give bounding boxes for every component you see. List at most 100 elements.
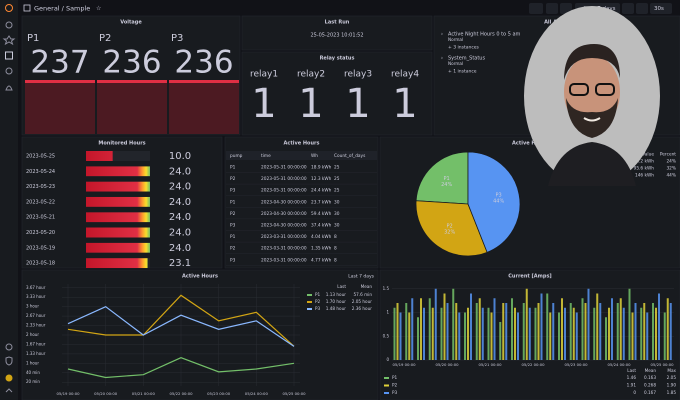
y-tick-label: 1.33 hour (26, 351, 46, 356)
starred-icon[interactable] (2, 35, 16, 46)
gauge-bar (86, 227, 150, 238)
bar (587, 288, 590, 360)
star-button[interactable]: ☆ (96, 5, 101, 12)
legend-name: P3 (392, 390, 398, 395)
gauge-bar (86, 196, 150, 207)
legend-header: Value (642, 152, 654, 158)
legend-swatch (384, 384, 389, 387)
table-header-cell: time (261, 153, 271, 159)
line (67, 357, 295, 379)
x-tick-label: 05/19 00:00 (56, 391, 80, 396)
alerting-icon[interactable] (5, 85, 13, 91)
refresh-interval-text[interactable]: 30s (654, 6, 664, 12)
help-icon[interactable] (5, 388, 13, 393)
table-cell: 37.4 kWh (311, 223, 332, 229)
table-header-cell: Count_of_days (334, 153, 366, 159)
table-cell: 30 (334, 199, 340, 205)
stat-value: 236 (174, 45, 233, 81)
grid-icon (23, 4, 31, 12)
stat-value: 236 (102, 45, 161, 81)
gauge-value: 24.0 (169, 197, 191, 208)
x-tick-label: 05/24 00:00 (607, 362, 631, 367)
table-cell: 2023-03-31 00:00:00 (261, 257, 307, 263)
breadcrumb[interactable]: General / Sample (34, 5, 90, 13)
y-tick-label: 0 (386, 357, 389, 362)
legend-percent: 32% (666, 166, 676, 172)
bar (434, 288, 437, 360)
save-button[interactable] (546, 3, 558, 14)
bar (537, 303, 540, 360)
bar (490, 312, 493, 360)
x-tick-label: 05/25 00:00 (650, 362, 674, 367)
x-tick-label: 05/20 00:00 (94, 391, 118, 396)
legend-mean: 0.163 (644, 375, 656, 380)
refresh-button[interactable] (636, 3, 648, 14)
x-tick-label: 05/22 00:00 (521, 362, 545, 367)
bar (581, 298, 584, 360)
y-tick-label: 1 hour (26, 360, 39, 365)
gauge-label: 2023-05-24 (26, 169, 55, 175)
gauge-value: 24.0 (169, 228, 191, 239)
bar (619, 298, 622, 360)
bar (481, 307, 484, 360)
bar (514, 307, 516, 360)
gauge-bar (86, 258, 148, 269)
bar (405, 303, 408, 360)
bar (634, 303, 637, 360)
x-tick-label: 05/21 00:00 (478, 362, 502, 367)
table-cell: 1.35 kWh (311, 246, 332, 252)
gauge-bar (86, 151, 113, 161)
bar (640, 307, 643, 360)
admin-icon[interactable] (5, 356, 13, 366)
table-cell: 2023-04-30 00:00:00 (261, 223, 307, 229)
stat-label: P2 (99, 33, 111, 44)
bar (558, 312, 560, 360)
legend-last: 0 (633, 390, 636, 395)
gauge-bar (86, 166, 150, 177)
table-cell: 23.7 kWh (311, 199, 332, 205)
settings-button[interactable] (560, 3, 572, 14)
y-tick-label: 40 min (26, 370, 40, 375)
pie-slice (415, 151, 469, 205)
panel-title: Voltage (120, 20, 142, 26)
table-cell: 2023-04-30 00:00:00 (261, 211, 307, 217)
sidebar-icons (2, 4, 16, 393)
settings-icon[interactable] (5, 343, 13, 351)
bar (470, 293, 472, 360)
bar (593, 307, 596, 360)
legend-swatch (384, 392, 389, 394)
logo[interactable] (5, 4, 13, 12)
panel-title: Monitored Hours (98, 141, 145, 147)
bar (428, 298, 431, 360)
sparkline-band (169, 80, 239, 83)
alert-instances[interactable]: + 3 instances (448, 45, 480, 51)
bar (458, 312, 461, 360)
refresh-interval[interactable] (650, 3, 672, 14)
sparkline-band (97, 80, 167, 83)
bar (572, 307, 575, 360)
gauge-value: 24.0 (169, 243, 191, 254)
dashboards-icon[interactable] (5, 51, 13, 60)
pie-label: P1 (444, 176, 450, 182)
add-panel-button[interactable] (529, 3, 543, 14)
table-header (226, 151, 377, 160)
alert-instances[interactable]: + 1 instance (448, 69, 477, 75)
profile-icon[interactable] (5, 374, 13, 382)
zoom-out-button[interactable] (622, 3, 634, 14)
legend-last: 1.13 hour (326, 292, 347, 297)
x-tick-label: 05/24 00:00 (245, 391, 269, 396)
x-tick-label: 05/19 00:00 (392, 362, 416, 367)
bar (446, 303, 449, 360)
table-cell: 59.4 kWh (311, 211, 332, 217)
bar (393, 307, 396, 360)
relay-value: 1 (251, 81, 276, 127)
range-link[interactable]: Last 7 days (348, 274, 374, 280)
stat-label: P3 (171, 33, 183, 44)
gauge-value: 24.0 (169, 212, 191, 223)
explore-icon[interactable] (5, 67, 13, 75)
table-cell: P2 (230, 246, 236, 252)
search-icon[interactable] (5, 21, 13, 29)
bar (631, 312, 634, 360)
legend-mean: 57.6 min (353, 292, 372, 297)
x-tick-label: 05/23 00:00 (564, 362, 588, 367)
